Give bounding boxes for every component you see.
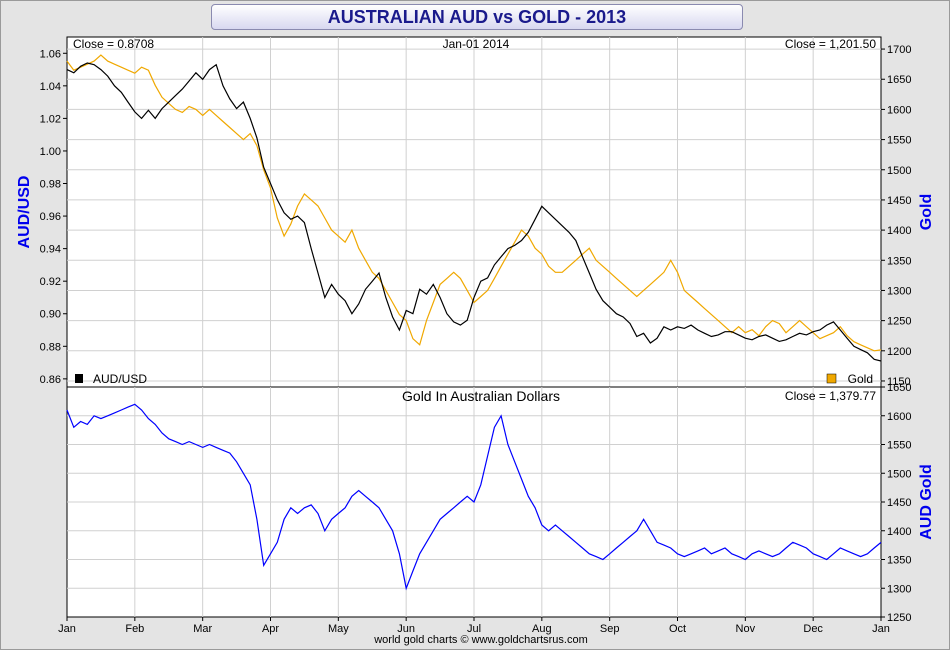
right-axis-title-top: Gold: [918, 194, 935, 230]
x-tick-label: Aug: [532, 623, 552, 635]
left-tick-label: 1.06: [40, 48, 61, 60]
x-tick-label: Jan: [872, 623, 890, 635]
gold-price-line: [66, 54, 882, 352]
x-tick-label: Apr: [262, 623, 279, 635]
x-tick-label: Dec: [803, 623, 823, 635]
bottom-panel: 1650 1600 1550 1500 1450 1400 1350 1300 1250 Gol…: [66, 382, 935, 624]
x-tick-label: Jun: [397, 623, 415, 635]
x-tick-label: May: [328, 623, 349, 635]
chart-title: AUSTRALIAN AUD vs GOLD - 2013: [211, 4, 743, 30]
left-tick-label: 1.02: [40, 113, 61, 125]
left-tick-label: 0.92: [40, 276, 61, 288]
bottom-right-tick-label: 1650: [887, 382, 911, 394]
left-axis-title: AUD/USD: [16, 176, 33, 249]
left-tick-label: 1.00: [40, 146, 61, 158]
bottom-right-tick-label: 1450: [887, 497, 911, 509]
legend-aud-swatch: [75, 374, 83, 383]
legend-gold-label: Gold: [848, 372, 873, 386]
x-tick-label: Nov: [736, 623, 756, 635]
left-tick-label: 0.96: [40, 211, 61, 223]
bottom-right-tick-label: 1500: [887, 468, 911, 480]
bottom-right-tick-label: 1250: [887, 612, 911, 624]
footer-credit: world gold charts © www.goldchartsrus.co…: [373, 634, 588, 646]
bottom-title: Gold In Australian Dollars: [402, 388, 560, 404]
right-tick-label: 1150: [887, 376, 911, 388]
x-tick-label: Sep: [600, 623, 620, 635]
left-tick-label: 0.98: [40, 179, 61, 191]
legend-aud-label: AUD/USD: [93, 372, 147, 386]
x-tick-label: Feb: [125, 623, 144, 635]
x-tick-label: Mar: [193, 623, 212, 635]
left-tick-label: 0.86: [40, 374, 61, 386]
right-tick-label: 1350: [887, 255, 911, 267]
legend-gold-swatch: [826, 373, 837, 384]
x-tick-label: Oct: [669, 623, 686, 635]
right-tick-label: 1450: [887, 195, 911, 207]
right-tick-label: 1400: [887, 225, 911, 237]
bottom-right-tick-label: 1600: [887, 411, 911, 423]
right-tick-label: 1250: [887, 316, 911, 328]
top-header-right: Close = 1,201.50: [785, 37, 876, 51]
x-axis-labels: Jan Feb Mar Apr May Jun Jul Aug Sep Oct Nov Dec Jan: [58, 617, 890, 635]
x-tick-label: Jul: [467, 623, 481, 635]
bottom-right-tick-label: 1300: [887, 583, 911, 595]
bottom-right-tick-label: 1550: [887, 440, 911, 452]
bottom-right-tick-label: 1400: [887, 526, 911, 538]
right-tick-label: 1200: [887, 346, 911, 358]
bottom-right-tick-label: 1350: [887, 555, 911, 567]
right-tick-label: 1650: [887, 74, 911, 86]
top-right-axis-ticks: 1700 1650 1600 1550 1500 1450 1400 1350 1300 1250…: [881, 44, 911, 388]
left-tick-label: 1.04: [40, 81, 61, 93]
right-tick-label: 1500: [887, 165, 911, 177]
top-gridlines: [67, 37, 881, 387]
right-tick-label: 1550: [887, 135, 911, 147]
bottom-header-right: Close = 1,379.77: [785, 389, 876, 403]
aud-gold-line: [66, 403, 882, 591]
right-tick-label: 1600: [887, 104, 911, 116]
left-tick-label: 0.88: [40, 341, 61, 353]
top-header-left: Close = 0.8708: [73, 37, 154, 51]
right-tick-label: 1300: [887, 285, 911, 297]
right-tick-label: 1700: [887, 44, 911, 56]
right-axis-title-bottom: AUD Gold: [918, 464, 935, 540]
left-tick-label: 0.90: [40, 309, 61, 321]
aud-usd-line: [66, 62, 882, 362]
top-series: [66, 54, 882, 362]
x-tick-label: Jan: [58, 623, 76, 635]
bottom-series: [66, 403, 882, 591]
top-panel: 1.06 1.04 1.02 1.00 0.98 0.96 0.94 0.92 0.90 0.88…: [16, 36, 935, 388]
bottom-right-axis-ticks: 1650 1600 1550 1500 1450 1400 1350 1300 1250: [881, 382, 911, 624]
top-left-axis-ticks: 1.06 1.04 1.02 1.00 0.98 0.96 0.94 0.92 0.90 0.88…: [40, 48, 67, 386]
top-header-center: Jan-01 2014: [443, 37, 510, 51]
left-tick-label: 0.94: [40, 244, 61, 256]
